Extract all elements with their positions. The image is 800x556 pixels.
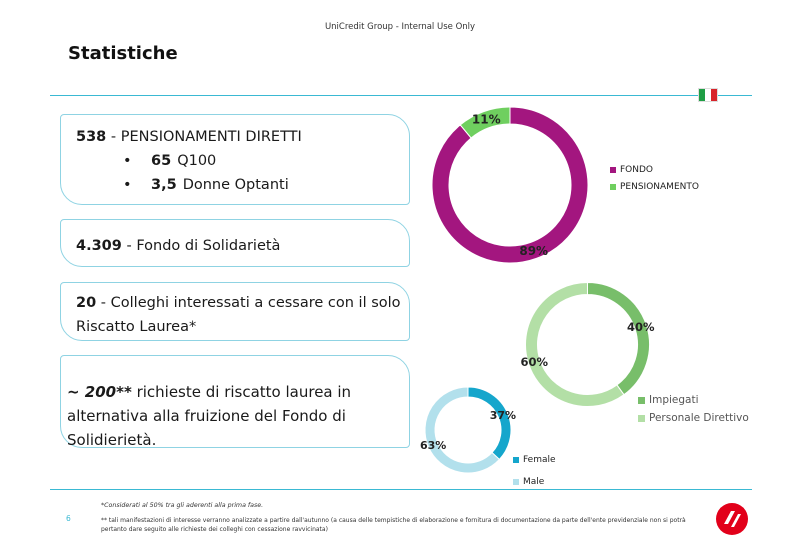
legend-label: Impiegati [649,394,699,406]
richieste-card: ~ 200** richieste di riscatto laurea in … [60,355,410,449]
laurea-card: 20 - Colleghi interessati a cessare con … [60,282,410,341]
pensionamenti-heading: 538 - PENSIONAMENTI DIRETTI [76,125,409,149]
fondo-value: 4.309 [76,238,122,254]
legend-swatch [513,479,519,485]
fondo-label: - Fondo di Solidarietà [121,238,281,254]
pensionamenti-label: - PENSIONAMENTI DIRETTI [106,129,302,145]
donut-data-label: 11% [472,112,501,126]
legend-item-impiegati: Impiegati [638,394,699,406]
gender-donut-chart: 37% 63% [420,386,516,474]
legend-swatch [513,457,519,463]
legend-item-fondo: FONDO [610,165,653,175]
legend-swatch [638,396,645,404]
legend-item-male: Male [513,477,544,487]
donut-data-label: 63% [420,439,446,452]
page-number: 6 [66,514,71,523]
pensionamenti-card: 538 - PENSIONAMENTI DIRETTI • 65 Q100 • 3,5… [60,114,410,205]
footnote-second: ** tali manifestazioni di interesse verr… [101,517,686,533]
donut-slice-pensionamento [459,106,511,139]
donut-data-label: 89% [519,244,548,258]
donut-slice-personale-direttivo [525,281,625,407]
bullet-item-q100: • 65 Q100 [123,153,217,169]
legend-label: Personale Direttivo [649,412,749,424]
pensionamenti-value: 538 [76,129,107,145]
legend-item-personale-direttivo: Personale Direttivo [638,412,749,424]
impiegati-direttivo-donut-chart: 40% 60% [520,281,655,407]
donut-slice-impiegati [587,281,650,396]
legend-label: PENSIONAMENTO [620,182,699,192]
richieste-label: richieste di riscatto laurea in alternat… [67,383,352,449]
legend-swatch [638,414,645,422]
legend-label: Female [523,455,556,465]
page-title: Statistiche [68,43,178,64]
legend-item-pensionamento: PENSIONAMENTO [610,182,699,192]
header-note: UniCredit Group - Internal Use Only [324,22,476,32]
legend-item-female: Female [513,455,556,465]
footnote-first: *Considerati al 50% tra gli aderenti all… [101,502,264,509]
bullet-label: Donne Optanti [182,177,289,193]
legend-label: Male [523,477,545,487]
bullet-value: 65 [151,153,172,169]
legend-label: FONDO [620,165,654,175]
unicredit-logo-icon [716,503,748,535]
donut-data-label: 37% [490,409,516,422]
legend-swatch [610,184,616,190]
donut-data-label: 60% [520,355,548,369]
donut-slice-male [424,386,501,474]
italian-flag-icon [698,88,718,102]
donut-slice-fondo [431,106,589,264]
legend-swatch [610,167,616,173]
bullet-label: Q100 [177,153,217,169]
bullet-item-donne: • 3,5 Donne Optanti [123,177,289,193]
laurea-value: 20 [76,295,97,311]
fondo-pensionamento-donut-chart: 89% 11% [431,106,589,264]
laurea-label: - Colleghi interessati a cessare con il … [76,295,401,335]
donut-data-label: 40% [627,320,655,334]
richieste-value: ~ 200** [67,383,132,401]
bottom-divider [50,489,752,490]
fondo-card: 4.309 - Fondo di Solidarietà [60,219,410,267]
donut-slice-female [467,386,512,461]
top-divider [50,95,752,96]
bullet-value: 3,5 [151,177,177,193]
